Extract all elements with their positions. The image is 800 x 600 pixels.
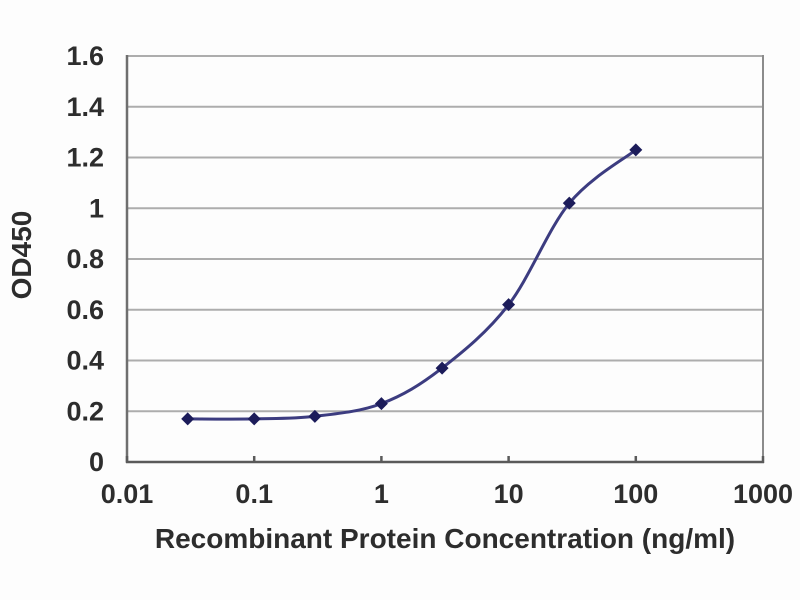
y-tick-label: 0.8: [66, 244, 104, 274]
y-tick-label: 1.4: [66, 92, 104, 122]
x-axis-title: Recombinant Protein Concentration (ng/ml…: [154, 523, 736, 554]
x-tick-label: 10: [494, 479, 524, 509]
y-tick-label: 1.6: [66, 41, 104, 71]
y-tick-label: 0.4: [66, 346, 104, 376]
data-point-marker: [502, 298, 516, 312]
data-point-marker: [435, 361, 449, 375]
series-line: [186, 148, 638, 421]
data-point-marker: [247, 412, 261, 426]
data-point-marker: [562, 196, 576, 210]
data-point-marker: [374, 397, 388, 411]
data-point-marker: [629, 143, 643, 157]
y-tick-label: 0.2: [66, 396, 104, 426]
x-tick-label: 0.01: [101, 479, 154, 509]
x-tick-label: 1: [374, 479, 389, 509]
y-tick-label: 1.2: [66, 143, 104, 173]
x-tick-label: 0.1: [235, 479, 273, 509]
x-tick-label: 1000: [733, 479, 793, 509]
y-tick-label: 1: [89, 193, 104, 223]
y-tick-label: 0: [89, 447, 104, 477]
y-axis-title: OD450: [6, 210, 37, 300]
data-point-marker: [308, 409, 322, 423]
y-tick-label: 0.6: [66, 295, 104, 325]
data-point-marker: [181, 412, 195, 426]
x-tick-label: 100: [613, 479, 658, 509]
